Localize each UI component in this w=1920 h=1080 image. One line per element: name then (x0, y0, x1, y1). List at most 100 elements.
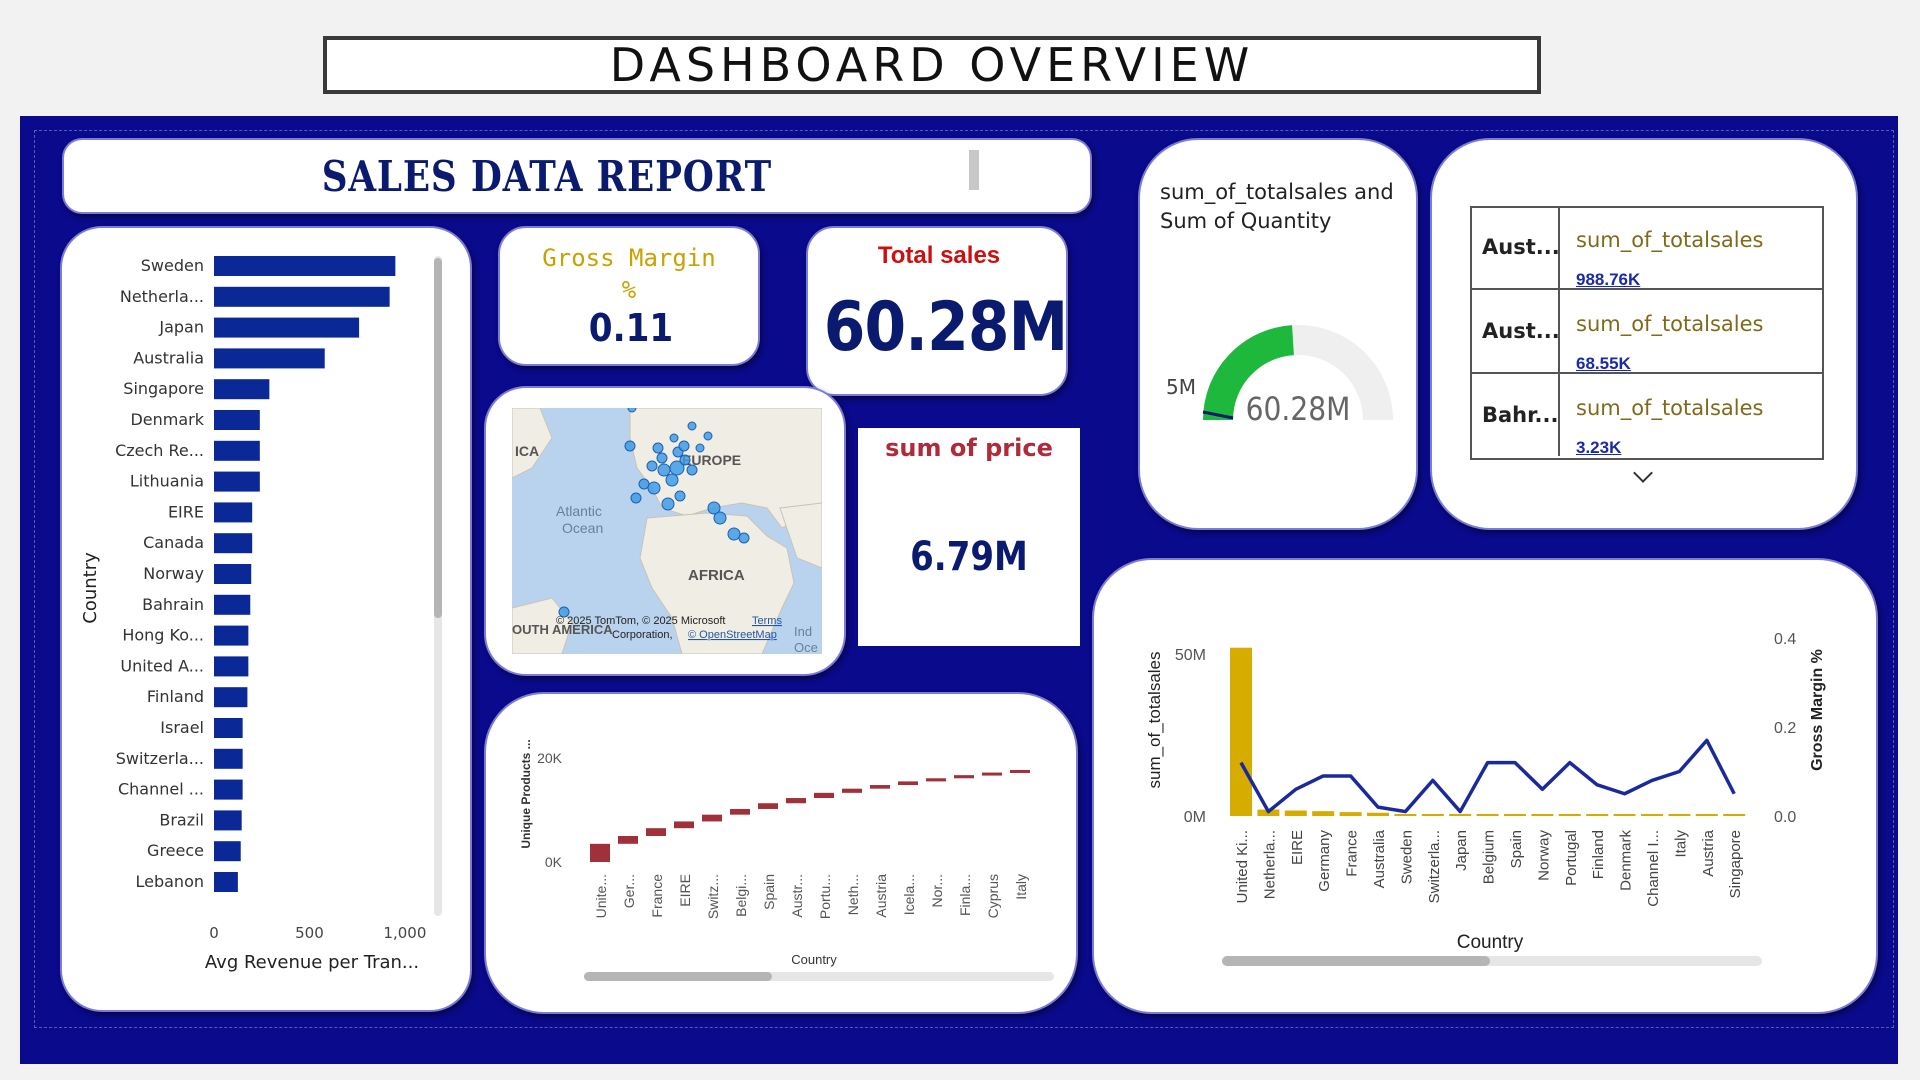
bar (214, 625, 249, 646)
chevron-down-icon[interactable] (1633, 463, 1653, 483)
chart-scrollbar-thumb[interactable] (434, 258, 442, 618)
x-tick-label: Japan (1453, 830, 1470, 871)
y-tick-label: Lebanon (135, 872, 204, 891)
waterfall-scrollbar[interactable] (584, 972, 1054, 981)
title-scroll-handle[interactable] (969, 150, 979, 190)
x-tick-label: 0 (209, 924, 219, 942)
x-axis-title: Avg Revenue per Tran... (205, 952, 419, 973)
y-tick-label: Greece (147, 841, 204, 860)
bar (214, 410, 260, 430)
x-tick-label: Channel I... (1645, 830, 1662, 907)
y-tick-label: Lithuania (130, 472, 204, 491)
y-tick-label: Singapore (123, 379, 204, 398)
y-axis-title: sum_of_totalsales (1145, 651, 1164, 788)
waterfall-bar (786, 798, 806, 804)
table-row[interactable]: Bahr... sum_of_totalsales 3.23K (1470, 374, 1824, 458)
chart-scrollbar[interactable] (434, 256, 442, 916)
unique-products-card: 20K 0K Unique Products ... Unite... Ger... Fr… (484, 692, 1078, 1014)
x-tick-label: Neth... (845, 874, 861, 915)
x-tick-label: Austria (1700, 829, 1717, 876)
total-sales-label: Total sales (877, 242, 1001, 269)
x-tick-label: Nor... (929, 874, 945, 907)
waterfall-bar (842, 788, 862, 793)
waterfall-bar (590, 843, 610, 862)
gauge-title: sum_of_totalsales and Sum of Quantity (1160, 180, 1394, 233)
waterfall-bar (702, 814, 722, 822)
map-label-atlantic: Ocean (562, 520, 603, 536)
waterfall-scrollbar-thumb[interactable] (584, 972, 772, 981)
y-tick-label: 20K (537, 750, 563, 766)
page-title: DASHBOARD OVERVIEW (609, 38, 1255, 92)
y-axis-title: Country (80, 552, 101, 624)
x-tick-label: Germany (1316, 830, 1333, 892)
combo-bar (1476, 814, 1499, 816)
x-tick-label: Switzerla... (1426, 830, 1443, 903)
x-tick-label: EIRE (1289, 830, 1306, 865)
map-bubble (647, 481, 661, 495)
map-bubble (695, 443, 705, 453)
y-tick-label: Brazil (159, 810, 204, 829)
map-bubble (657, 463, 671, 477)
x-tick-label: Icela... (901, 874, 917, 915)
y-tick-label: Australia (133, 348, 204, 367)
map-bubble (707, 501, 721, 515)
combo-bar (1367, 812, 1389, 816)
bar (214, 810, 242, 831)
y-axis-title: Unique Products ... (519, 739, 533, 848)
combo-chart-card: 50M 0M 0.4 0.2 0.0 sum_of_totalsales Gross Mar… (1092, 558, 1878, 1014)
bar (214, 718, 243, 738)
y-tick-label: Switzerla... (116, 749, 204, 768)
combo-scrollbar[interactable] (1222, 956, 1762, 966)
map-label-atlantic: Atlantic (556, 503, 602, 519)
totalsales-margin-combo-chart: 50M 0M 0.4 0.2 0.0 sum_of_totalsales Gross Mar… (1145, 631, 1826, 953)
table-row[interactable]: Aust... sum_of_totalsales 68.55K (1470, 290, 1824, 374)
x-tick-label: Singapore (1727, 830, 1744, 898)
combo-bar (1284, 810, 1307, 816)
gauge-value: 60.28M (1246, 391, 1351, 428)
waterfall-bar (758, 803, 778, 809)
map-label-africa: AFRICA (688, 567, 745, 584)
gauge-target-marker (1202, 410, 1234, 420)
bar (214, 348, 325, 369)
x-tick-label: Australia (1371, 829, 1388, 888)
x-axis-title: Country (1457, 932, 1524, 953)
map-credit: Corporation, (612, 629, 673, 641)
unique-products-waterfall: 20K 0K Unique Products ... Unite... Ger... Fr… (519, 739, 1030, 967)
table-cell-country: Aust... (1470, 290, 1560, 372)
x-tick-label: Norway (1535, 830, 1552, 881)
y2-tick-label: 0.2 (1774, 720, 1796, 737)
combo-bar (1586, 814, 1609, 816)
sum-of-price-card: sum of price 6.79M (858, 428, 1080, 646)
combo-bar (1558, 814, 1581, 816)
waterfall-bar (730, 808, 750, 815)
africa-land (639, 512, 795, 654)
waterfall-bar (926, 778, 946, 782)
x-tick-label: Netherla... (1261, 830, 1278, 899)
waterfall-bar (898, 781, 918, 786)
map-bubble (713, 511, 727, 525)
table-cell-value: 68.55K (1576, 354, 1631, 373)
map-bubble (656, 452, 668, 464)
south-america-land (512, 597, 573, 654)
combo-bar (1394, 814, 1417, 816)
x-tick-label: Sweden (1398, 830, 1415, 884)
map-terms-link: Terms (752, 615, 782, 627)
combo-scrollbar-thumb[interactable] (1222, 956, 1490, 966)
table-row[interactable]: Aust... sum_of_totalsales 988.76K (1470, 206, 1824, 290)
table-cell-field: sum_of_totalsales (1576, 396, 1764, 420)
asia-land (779, 502, 822, 569)
map-bubble (703, 431, 713, 441)
x-tick-label: Belgi... (733, 874, 749, 917)
gross-margin-value: 0.11 (588, 306, 674, 350)
x-tick-label: Finland (1590, 830, 1607, 879)
combo-bar (1723, 814, 1746, 816)
y-tick-label: Sweden (141, 256, 204, 275)
x-tick-label: Italy (1013, 874, 1029, 900)
y-tick-label: Finland (147, 687, 204, 706)
map-bubble (686, 464, 698, 476)
table-cell-field: sum_of_totalsales (1576, 312, 1764, 336)
x-tick-label: Denmark (1618, 830, 1635, 891)
gauge-card: sum_of_totalsales and Sum of Quantity 5M… (1138, 138, 1418, 530)
x-tick-label: Spain (761, 874, 777, 910)
